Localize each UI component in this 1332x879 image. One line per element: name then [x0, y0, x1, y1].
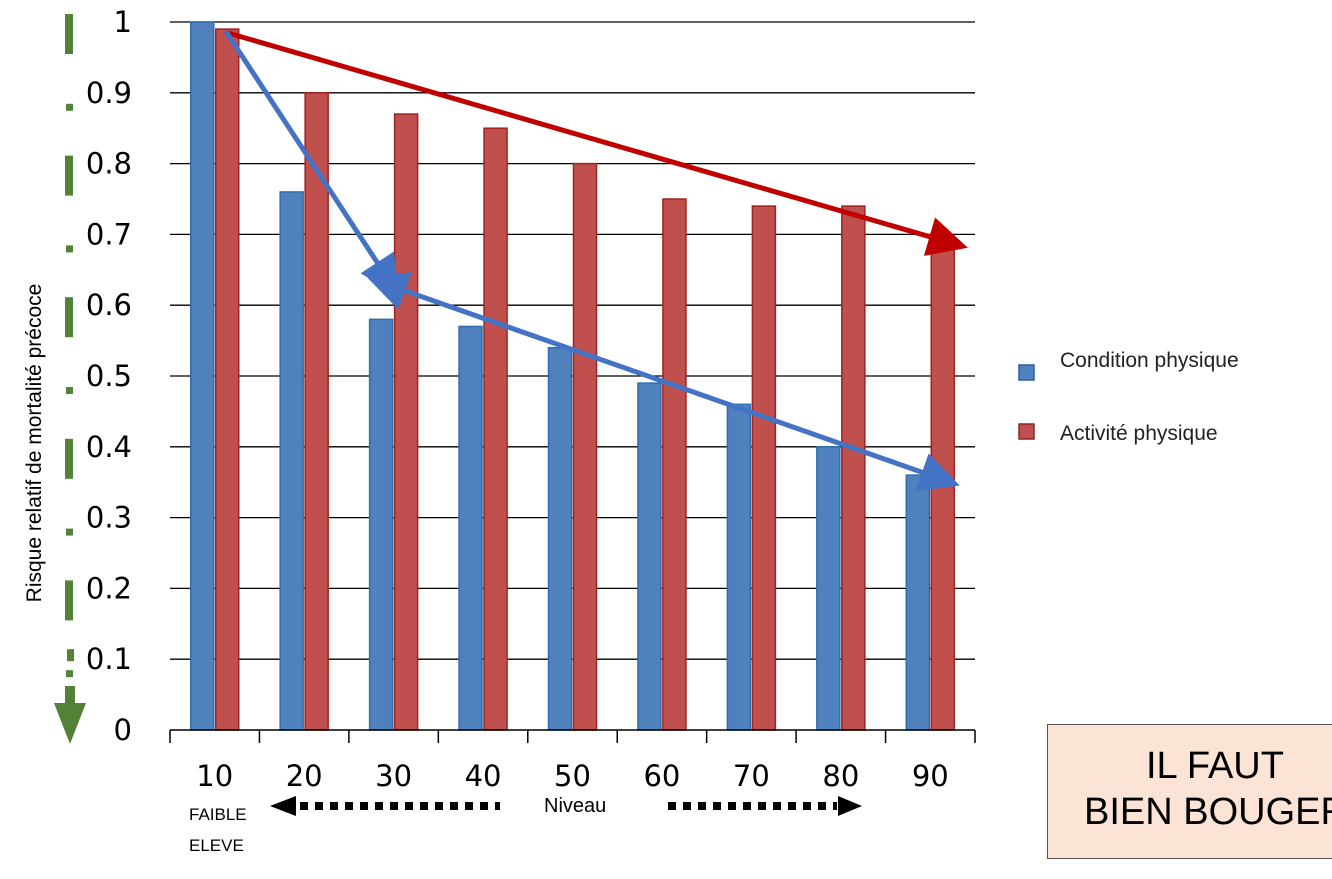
- y-tick-label: 0.8: [86, 147, 132, 181]
- y-tick-label: 0.2: [86, 571, 132, 605]
- green-square-marker: [66, 245, 73, 253]
- x-tick-label: 30: [375, 759, 412, 793]
- legend-label-activite: Activité physique: [1060, 422, 1218, 445]
- bar-activite: [483, 127, 508, 731]
- bar-activite: [214, 28, 240, 731]
- bar-condition: [726, 403, 752, 731]
- bar-activite: [662, 198, 687, 731]
- axes: [169, 729, 976, 743]
- x-level-indicator: FAIBLE ELEVE Niveau: [189, 795, 862, 855]
- green-square-marker: [66, 528, 73, 536]
- right-arrowhead: [838, 796, 862, 816]
- trend-arrow-condition: [367, 271, 960, 492]
- tick-labels: 0 0.1 0.2 0.3 0.4 0.5 0.6 0.7 0.8 0.9 1 10 20 30 40 50 6…: [86, 5, 949, 793]
- y-tick-label: 1: [114, 5, 132, 39]
- bar-condition: [279, 191, 304, 731]
- y-tick-label: 0.4: [86, 430, 132, 464]
- y-axis-title: Risque relatif de mortalité précoce: [23, 284, 46, 603]
- bar-condition: [547, 346, 573, 731]
- callout-line-1: IL FAUT: [1146, 745, 1284, 787]
- y-tick-label: 0: [114, 713, 132, 747]
- bar-condition: [905, 474, 931, 731]
- x-low-label: FAIBLE: [189, 805, 247, 824]
- legend: Condition physique Activité physique: [1018, 349, 1239, 445]
- legend-swatch-condition: [1018, 364, 1035, 381]
- green-markers: [54, 14, 86, 744]
- green-bar-marker: [65, 297, 73, 338]
- legend-label-condition: Condition physique: [1060, 349, 1239, 372]
- bar-condition: [189, 21, 215, 731]
- green-square-marker: [66, 387, 73, 394]
- green-bar-marker: [65, 155, 73, 196]
- green-bar-marker: [67, 649, 74, 662]
- callout-box: IL FAUT BIEN BOUGER: [1047, 724, 1332, 859]
- x-tick-label: 20: [286, 759, 323, 793]
- x-tick-label: 80: [822, 759, 859, 793]
- bar-condition: [458, 325, 483, 731]
- bar-activite: [304, 92, 329, 731]
- green-down-arrow-head: [54, 703, 86, 744]
- left-arrowhead: [270, 796, 296, 816]
- y-tick-label: 0.5: [86, 359, 132, 393]
- callout-line-2: BIEN BOUGER: [1084, 791, 1332, 833]
- x-tick-label: 90: [912, 759, 949, 793]
- x-axis-title: Niveau: [544, 795, 606, 817]
- y-tick-label: 0.1: [86, 642, 132, 676]
- bar-condition: [637, 382, 662, 731]
- bar-condition: [816, 446, 841, 731]
- bar-activite: [751, 205, 777, 731]
- green-bar-marker: [65, 14, 73, 54]
- legend-swatch-activite: [1018, 423, 1035, 440]
- x-tick-label: 70: [733, 759, 770, 793]
- trend-arrow-activite: [224, 30, 968, 256]
- y-tick-label: 0.6: [86, 288, 132, 322]
- bar-activite: [393, 113, 419, 731]
- y-tick-label: 0.9: [86, 76, 132, 110]
- x-tick-label: 40: [465, 759, 502, 793]
- green-bar-marker: [65, 438, 73, 479]
- bar-activite: [572, 162, 598, 731]
- y-tick-label: 0.7: [86, 217, 132, 251]
- green-square-marker: [66, 670, 73, 678]
- bar-condition: [368, 318, 394, 731]
- y-tick-label: 0.3: [86, 501, 132, 535]
- trend-arrow-condition: [224, 30, 400, 296]
- green-down-arrow-stem: [65, 686, 75, 704]
- green-square-marker: [66, 103, 73, 111]
- trend-arrows: [224, 30, 968, 492]
- x-high-label: ELEVE: [189, 836, 244, 855]
- x-tick-label: 50: [554, 759, 591, 793]
- x-tick-label: 10: [196, 759, 233, 793]
- x-tick-label: 60: [643, 759, 680, 793]
- bar-activite: [841, 205, 866, 731]
- green-bar-marker: [65, 580, 73, 621]
- bar-activite: [930, 240, 956, 731]
